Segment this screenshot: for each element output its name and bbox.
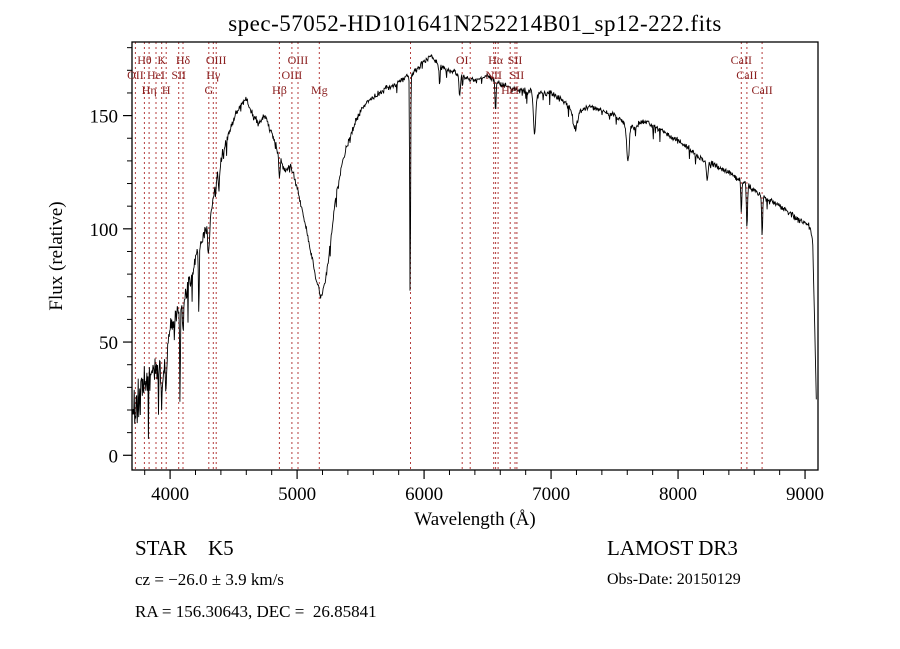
spectral-line-label: SII [171,68,186,82]
x-tick-label: 5000 [278,484,316,505]
spectral-line-label: Hγ [206,68,221,82]
y-tick-label: 100 [90,220,119,241]
spectral-line-label: OIII [282,68,303,82]
spectral-line-label: OII [127,68,144,82]
x-tick-label: 4000 [151,484,189,505]
spectral-line-label: Hδ [176,53,191,67]
y-tick-label: 50 [99,333,118,354]
spectral-line-label: OI [456,53,469,67]
y-axis-label: Flux (relative) [46,201,67,310]
survey-release-text: LAMOST DR3 [607,536,738,560]
spectral-line-label: HeI [501,83,519,97]
spectral-line-label: SII [510,68,525,82]
x-tick-label: 6000 [405,484,443,505]
x-tick-label: 8000 [659,484,697,505]
ra-dec-text: RA = 156.30643, DEC = 26.85841 [135,602,377,621]
x-tick-label: 9000 [786,484,824,505]
spectral-line-label: CaII [751,83,772,97]
spectral-line-label: Hα [488,53,504,67]
plot-frame [131,41,819,471]
radial-velocity-text: cz = −26.0 ± 3.9 km/s [135,570,284,589]
spectral-line-label: Mg [311,83,328,97]
spectral-line-label: G [204,83,213,97]
x-axis-label: Wavelength (Å) [414,509,535,530]
spectral-line-label: Hη [142,83,157,97]
classification-text: STAR K5 [135,536,234,560]
spectral-line-label: HeI [147,68,165,82]
spectral-line-label: Hβ [272,83,287,97]
spectrum-trace [132,54,817,439]
spectral-line-label: K [157,53,166,67]
spectral-line-label: NII [485,68,502,82]
spectral-line-label: SII [508,53,523,67]
spectral-line-label: Hθ [137,53,152,67]
obs-date-text: Obs-Date: 20150129 [607,571,741,588]
spectral-line-label: CaII [731,53,752,67]
spectral-line-label: CaII [736,68,757,82]
x-tick-label: 7000 [532,484,570,505]
y-tick-label: 0 [109,446,119,467]
y-tick-label: 150 [90,107,119,128]
spectral-line-label: OIII [288,53,309,67]
spectral-line-label: H [162,83,171,97]
spectral-line-label: OIII [206,53,227,67]
plot-title: spec-57052-HD101641N252214B01_sp12-222.f… [228,11,722,36]
